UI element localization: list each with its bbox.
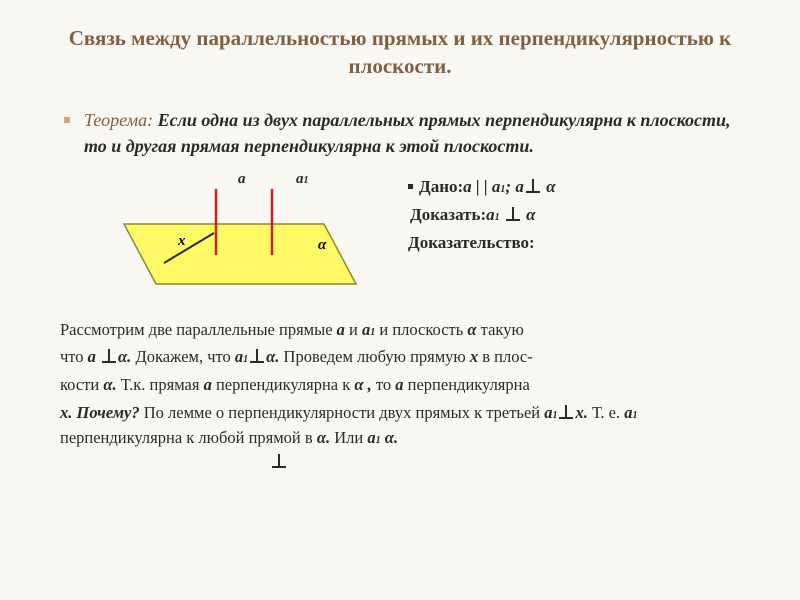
geometry-diagram: а а1 х α (100, 171, 380, 301)
perp-icon (250, 349, 264, 363)
label-a: а (238, 171, 246, 188)
perp-icon (526, 179, 540, 193)
theorem-label: Теорема: (84, 110, 153, 130)
theorem-body: Если одна из двух параллельных прямых пе… (84, 110, 731, 156)
proof-line-4: х. Почему? По лемме о перпендикулярности… (60, 400, 740, 451)
prove-row: Доказать: а1 α (408, 205, 740, 225)
theorem-text: Теорема: Если одна из двух параллельных … (84, 107, 740, 159)
proof-question: х. Почему? (60, 403, 140, 422)
bullet-icon (64, 117, 70, 123)
perp-icon (102, 349, 116, 363)
label-a1: а1 (296, 171, 309, 188)
proof-body: Рассмотрим две параллельные прямые а и а… (60, 317, 740, 474)
proof-line-3: кости α. Т.к. прямая а перпендикулярна к… (60, 372, 740, 398)
proof-line-1: Рассмотрим две параллельные прямые а и а… (60, 317, 740, 343)
perp-icon (272, 454, 286, 468)
given-expr: а | | а1; а α (463, 177, 555, 197)
mid-row: а а1 х α Дано: а | | а1; а α Доказать: а… (60, 171, 740, 301)
theorem-block: Теорема: Если одна из двух параллельных … (60, 107, 740, 159)
small-bullet-icon (408, 184, 413, 189)
proof-line-2: что а α. Докажем, что а1α. Проведем любу… (60, 344, 740, 370)
perp-icon (559, 405, 573, 419)
page-title: Связь между параллельностью прямых и их … (60, 24, 740, 81)
label-alpha: α (318, 237, 327, 253)
proof-label: Доказательство: (408, 233, 740, 253)
plane-shape (124, 224, 356, 284)
prove-expr: а1 α (486, 205, 535, 225)
perp-icon (506, 207, 520, 221)
given-label: Дано: (419, 177, 463, 197)
given-prove-column: Дано: а | | а1; а α Доказать: а1 α Доказ… (408, 171, 740, 253)
label-x: х (177, 233, 186, 249)
prove-label: Доказать: (410, 205, 486, 225)
given-row: Дано: а | | а1; а α (408, 177, 740, 197)
